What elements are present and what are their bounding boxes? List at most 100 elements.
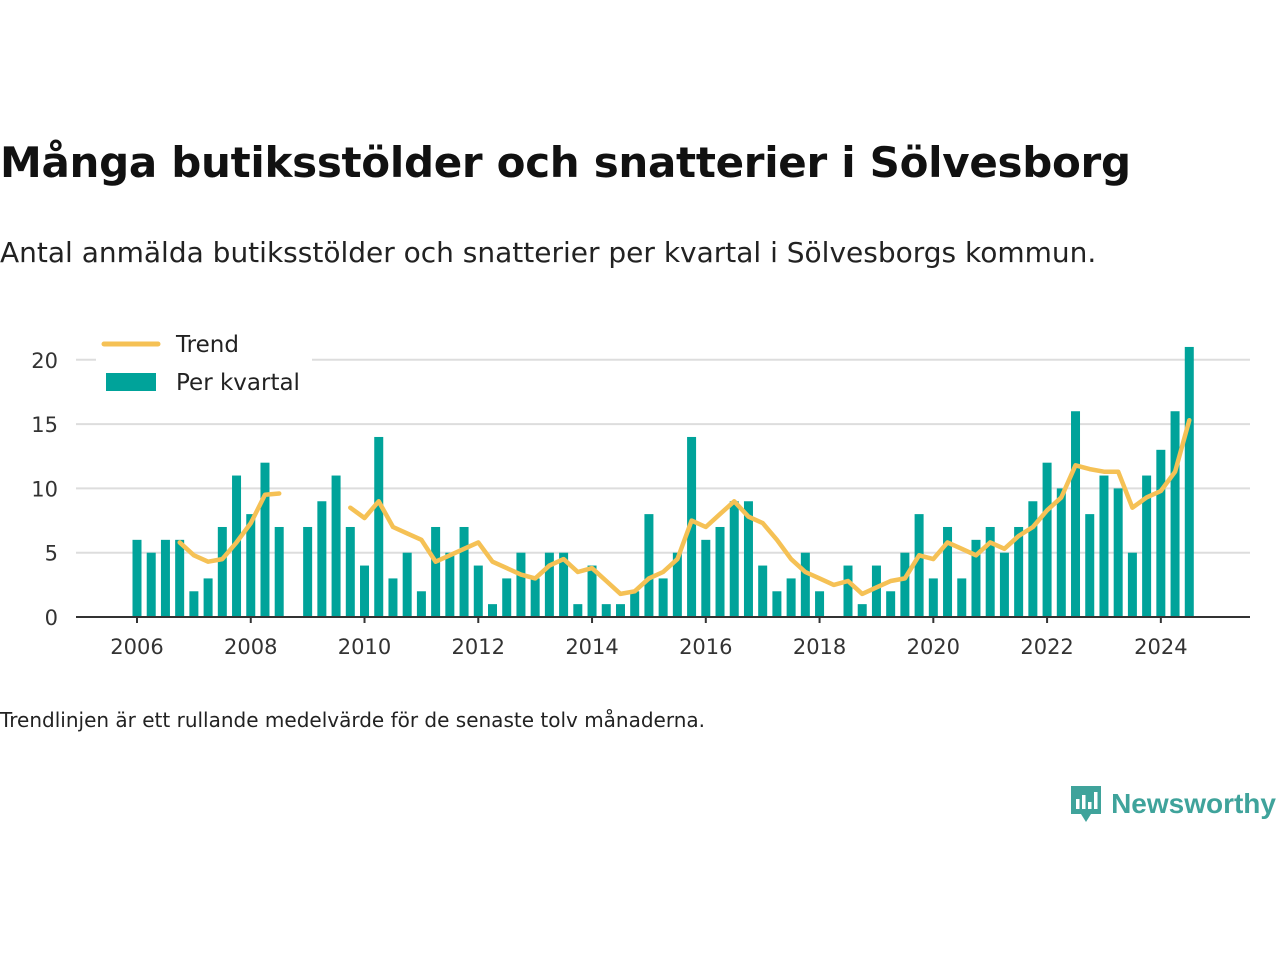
bar [758, 565, 768, 617]
bar [815, 591, 825, 617]
bar [601, 604, 611, 617]
y-tick-label: 15 [31, 413, 58, 437]
bar-line-chart: 0 5 10 15 20 2006 2008 2010 2012 2014 2016 2018 202… [31, 326, 1250, 659]
newsworthy-logo-icon [1071, 786, 1102, 822]
legend-background [96, 326, 312, 414]
bar [416, 591, 426, 617]
x-tick-label: 2022 [1020, 635, 1073, 659]
bar [800, 552, 810, 617]
bar [473, 565, 483, 617]
x-tick-label: 2008 [224, 635, 277, 659]
bar [232, 475, 242, 617]
bar [743, 501, 753, 617]
x-tick-label: 2012 [452, 635, 505, 659]
bar [146, 552, 156, 617]
x-tick-label: 2016 [679, 635, 732, 659]
bar [587, 565, 597, 617]
x-tick-label: 2006 [110, 635, 163, 659]
bar [488, 604, 497, 617]
trend-line-segment [177, 491, 282, 564]
x-axis [76, 616, 1250, 623]
bar [1071, 411, 1081, 617]
x-tick-label: 2024 [1134, 635, 1187, 659]
y-tick-label: 20 [31, 349, 58, 373]
x-tick-label: 2014 [565, 635, 618, 659]
bar [203, 578, 213, 617]
bar [999, 552, 1009, 617]
bar [260, 462, 270, 617]
bar [729, 501, 739, 617]
brand-name: Newsworthy [1111, 788, 1276, 819]
bar [189, 591, 199, 617]
bar [772, 591, 782, 617]
bar [331, 475, 341, 617]
bar [573, 604, 583, 617]
bar [1127, 552, 1137, 617]
bar [928, 578, 938, 617]
chart-subtitle: Antal anmälda butiksstölder och snatteri… [0, 236, 1097, 269]
bar [217, 526, 227, 617]
bar [160, 539, 170, 617]
bar [1156, 449, 1166, 617]
bar [1028, 501, 1038, 617]
legend-bar-label: Per kvartal [176, 370, 300, 396]
bar [132, 539, 142, 617]
bar [985, 526, 995, 617]
bar [1085, 514, 1095, 617]
bar [971, 539, 981, 617]
bar [1056, 488, 1066, 617]
bar [402, 552, 412, 617]
bar [544, 552, 554, 617]
x-tick-label: 2010 [338, 635, 391, 659]
bar [1170, 411, 1180, 617]
bar [957, 578, 967, 617]
chart-title: Många butiksstölder och snatterier i Söl… [0, 138, 1131, 187]
bar [914, 514, 924, 617]
bar [388, 578, 398, 617]
y-tick-label: 0 [45, 606, 58, 630]
bar [672, 552, 682, 617]
bar [303, 526, 313, 617]
bar [843, 565, 853, 617]
bar [1184, 346, 1194, 617]
y-tick-label: 5 [45, 542, 58, 566]
bar [630, 591, 640, 617]
bar [516, 552, 526, 617]
bar [345, 526, 355, 617]
y-tick-label: 10 [31, 477, 58, 501]
bar [857, 604, 867, 617]
bar [1014, 526, 1024, 617]
bar [900, 552, 910, 617]
bar [871, 565, 881, 617]
bar [786, 578, 796, 617]
bar [317, 501, 327, 617]
bar [701, 539, 711, 617]
bar [1113, 488, 1123, 617]
brand-logo[interactable]: Newsworthy [1069, 784, 1276, 824]
bar [886, 591, 896, 617]
bar [1042, 462, 1052, 617]
bar [644, 514, 654, 617]
bar [530, 578, 540, 617]
bar [559, 552, 569, 617]
trend-series [177, 417, 1192, 597]
y-axis-tick-labels: 0 5 10 15 20 [31, 349, 58, 630]
bar [715, 526, 725, 617]
bar [943, 526, 953, 617]
legend: Trend Per kvartal [96, 326, 312, 414]
bar [658, 578, 668, 617]
bar [502, 578, 512, 617]
trend-line-segment [348, 417, 1192, 597]
x-tick-label: 2020 [907, 635, 960, 659]
bar [1142, 475, 1152, 617]
bar [360, 565, 370, 617]
legend-trend-label: Trend [175, 332, 239, 358]
legend-bar-swatch [106, 373, 156, 391]
footnote: Trendlinjen är ett rullande medelvärde f… [0, 708, 706, 732]
x-tick-label: 2018 [793, 635, 846, 659]
bar [445, 552, 455, 617]
bar [459, 526, 469, 617]
bar [615, 604, 625, 617]
bar [1099, 475, 1109, 617]
bar [274, 526, 284, 617]
